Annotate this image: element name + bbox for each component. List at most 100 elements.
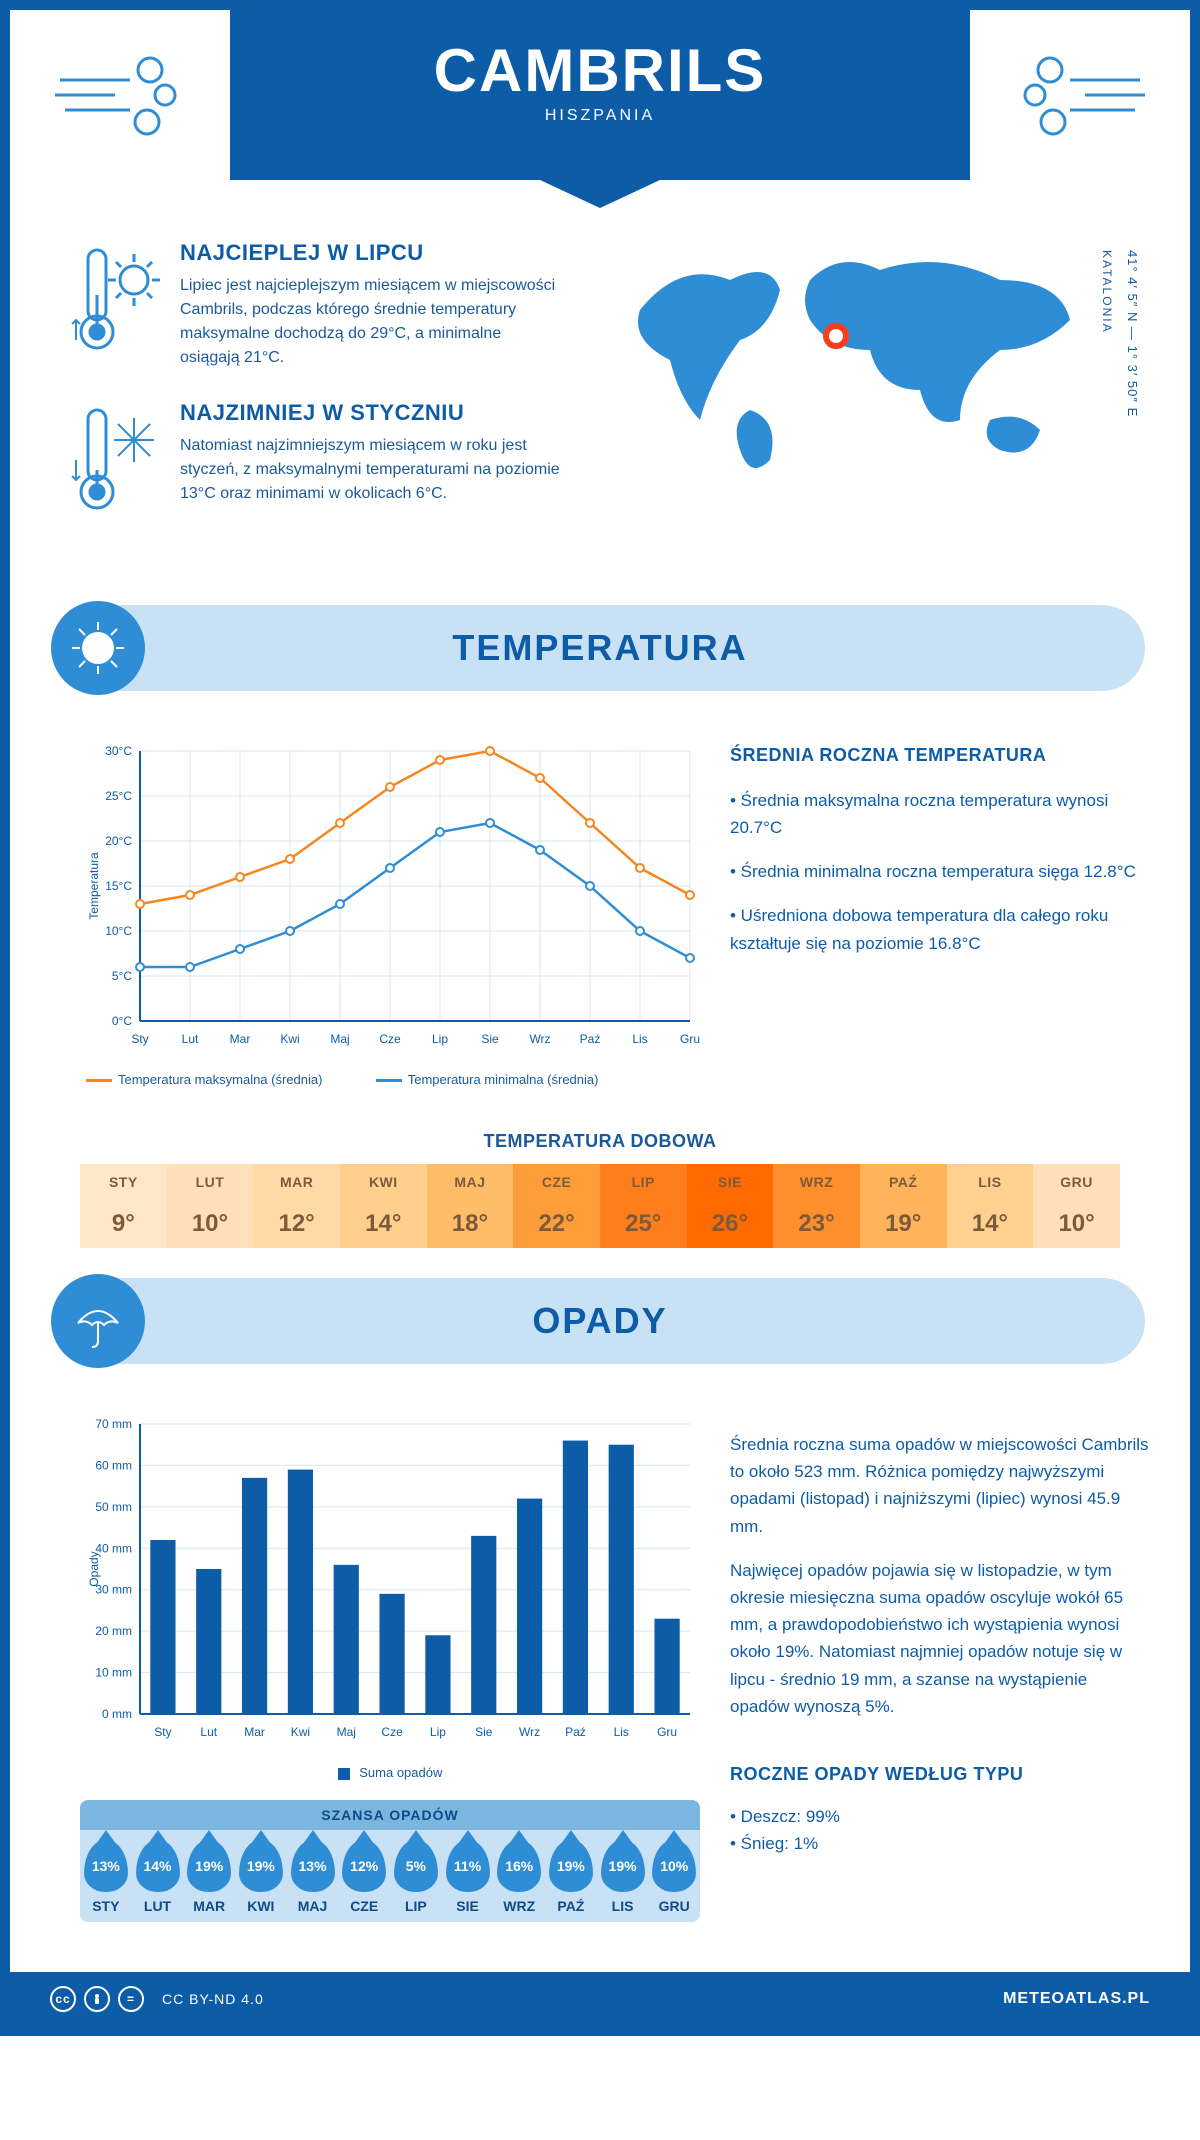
title-ribbon: CAMBRILS HISZPANIA (230, 10, 970, 180)
avg-temp-title: ŚREDNIA ROCZNA TEMPERATURA (730, 741, 1150, 770)
svg-text:Mar: Mar (244, 1725, 265, 1739)
chance-cell: 5% LIP (390, 1830, 442, 1922)
daily-temp-table: STYLUTMARKWIMAJCZELIPSIEWRZPAŹLISGRU 9°1… (80, 1164, 1120, 1248)
svg-text:Kwi: Kwi (280, 1032, 299, 1046)
svg-text:Gru: Gru (657, 1725, 677, 1739)
svg-text:60 mm: 60 mm (95, 1458, 132, 1472)
coldest-text: Natomiast najzimniejszym miesiącem w rok… (180, 434, 560, 506)
raindrop-icon: 16% (497, 1840, 541, 1892)
svg-text:Lis: Lis (614, 1725, 629, 1739)
chance-cell: 19% PAŹ (545, 1830, 597, 1922)
precip-paragraph-2: Najwięcej opadów pojawia się w listopadz… (730, 1557, 1150, 1720)
chance-month: STY (80, 1898, 132, 1914)
raindrop-icon: 11% (446, 1840, 490, 1892)
svg-text:0 mm: 0 mm (102, 1707, 132, 1721)
precip-type-rain: • Deszcz: 99% (730, 1803, 1150, 1830)
raindrop-icon: 19% (549, 1840, 593, 1892)
svg-text:Sty: Sty (131, 1032, 148, 1046)
warmest-text: Lipiec jest najcieplejszym miesiącem w m… (180, 274, 560, 370)
chance-month: MAJ (287, 1898, 339, 1914)
coldest-block: NAJZIMNIEJ W STYCZNIU Natomiast najzimni… (70, 400, 580, 525)
chance-title: SZANSA OPADÓW (80, 1800, 700, 1830)
header: CAMBRILS HISZPANIA (10, 10, 1190, 180)
thermometer-cold-icon (70, 400, 160, 525)
month-header: GRU (1033, 1164, 1120, 1200)
raindrop-icon: 10% (652, 1840, 696, 1892)
svg-text:20 mm: 20 mm (95, 1624, 132, 1638)
chance-cell: 19% MAR (183, 1830, 235, 1922)
chance-cell: 13% STY (80, 1830, 132, 1922)
svg-text:15°C: 15°C (105, 879, 132, 893)
chance-month: WRZ (493, 1898, 545, 1914)
month-header: WRZ (773, 1164, 860, 1200)
svg-text:Opady: Opady (87, 1551, 101, 1586)
temperature-header: TEMPERATURA (55, 605, 1145, 691)
month-value: 25° (600, 1200, 687, 1248)
chance-month: PAŹ (545, 1898, 597, 1914)
legend-min: Temperatura minimalna (średnia) (408, 1072, 599, 1087)
month-header: STY (80, 1164, 167, 1200)
svg-text:0°C: 0°C (112, 1014, 132, 1028)
svg-text:Paź: Paź (580, 1032, 601, 1046)
chance-cell: 10% GRU (648, 1830, 700, 1922)
city-name: CAMBRILS (230, 36, 970, 105)
month-value: 10° (167, 1200, 254, 1248)
world-map: 41° 4′ 5″ N — 1° 3′ 50″ E KATALONIA (610, 240, 1130, 555)
month-header: LIP (600, 1164, 687, 1200)
svg-text:Paź: Paź (565, 1725, 586, 1739)
raindrop-icon: 13% (291, 1840, 335, 1892)
month-value: 10° (1033, 1200, 1120, 1248)
chance-month: KWI (235, 1898, 287, 1914)
raindrop-icon: 13% (84, 1840, 128, 1892)
country-name: HISZPANIA (230, 107, 970, 125)
month-header: SIE (687, 1164, 774, 1200)
precip-type-snow: • Śnieg: 1% (730, 1830, 1150, 1857)
wind-icon-left (10, 10, 230, 180)
svg-text:25°C: 25°C (105, 789, 132, 803)
temp-chart-legend: Temperatura maksymalna (średnia) Tempera… (80, 1072, 700, 1087)
svg-text:Wrz: Wrz (519, 1725, 540, 1739)
raindrop-icon: 19% (239, 1840, 283, 1892)
month-header: MAR (253, 1164, 340, 1200)
temperature-line-chart: 0°C5°C10°C15°C20°C25°C30°CStyLutMarKwiMa… (80, 741, 700, 1087)
svg-text:Wrz: Wrz (529, 1032, 550, 1046)
top-info: NAJCIEPLEJ W LIPCU Lipiec jest najcieple… (10, 180, 1190, 585)
precipitation-bar-chart: 0 mm10 mm20 mm30 mm40 mm50 mm60 mm70 mmO… (80, 1414, 700, 1780)
svg-text:Temperatura: Temperatura (87, 852, 101, 920)
avg-temp-bullet2: • Średnia minimalna roczna temperatura s… (730, 858, 1150, 885)
footer: cc = CC BY-ND 4.0 METEOATLAS.PL (10, 1972, 1190, 2026)
svg-text:20°C: 20°C (105, 834, 132, 848)
month-header: PAŹ (860, 1164, 947, 1200)
cc-icon: cc (50, 1986, 76, 2012)
avg-temp-bullet1: • Średnia maksymalna roczna temperatura … (730, 787, 1150, 841)
month-value: 23° (773, 1200, 860, 1248)
precipitation-title: OPADY (532, 1300, 667, 1342)
svg-text:Lis: Lis (632, 1032, 647, 1046)
svg-text:50 mm: 50 mm (95, 1500, 132, 1514)
chance-cell: 11% SIE (442, 1830, 494, 1922)
daily-temp-title: TEMPERATURA DOBOWA (10, 1131, 1190, 1152)
coldest-title: NAJZIMNIEJ W STYCZNIU (180, 400, 560, 426)
precip-paragraph-1: Średnia roczna suma opadów w miejscowośc… (730, 1431, 1150, 1540)
chance-cell: 19% KWI (235, 1830, 287, 1922)
month-value: 19° (860, 1200, 947, 1248)
license-text: CC BY-ND 4.0 (162, 1991, 264, 2007)
warmest-title: NAJCIEPLEJ W LIPCU (180, 240, 560, 266)
month-value: 14° (947, 1200, 1034, 1248)
svg-text:30°C: 30°C (105, 744, 132, 758)
raindrop-icon: 12% (342, 1840, 386, 1892)
precip-chance-panel: SZANSA OPADÓW 13% STY 14% LUT 19% MAR 19… (80, 1800, 700, 1922)
month-value: 9° (80, 1200, 167, 1248)
chance-month: LUT (132, 1898, 184, 1914)
chance-cell: 13% MAJ (287, 1830, 339, 1922)
by-icon (84, 1986, 110, 2012)
month-header: MAJ (427, 1164, 514, 1200)
precip-legend: Suma opadów (359, 1765, 442, 1780)
svg-text:Maj: Maj (330, 1032, 349, 1046)
svg-text:10 mm: 10 mm (95, 1666, 132, 1680)
svg-text:Sie: Sie (475, 1725, 493, 1739)
chance-month: LIP (390, 1898, 442, 1914)
svg-text:Lut: Lut (200, 1725, 217, 1739)
wind-icon-right (970, 10, 1190, 180)
chance-month: LIS (597, 1898, 649, 1914)
